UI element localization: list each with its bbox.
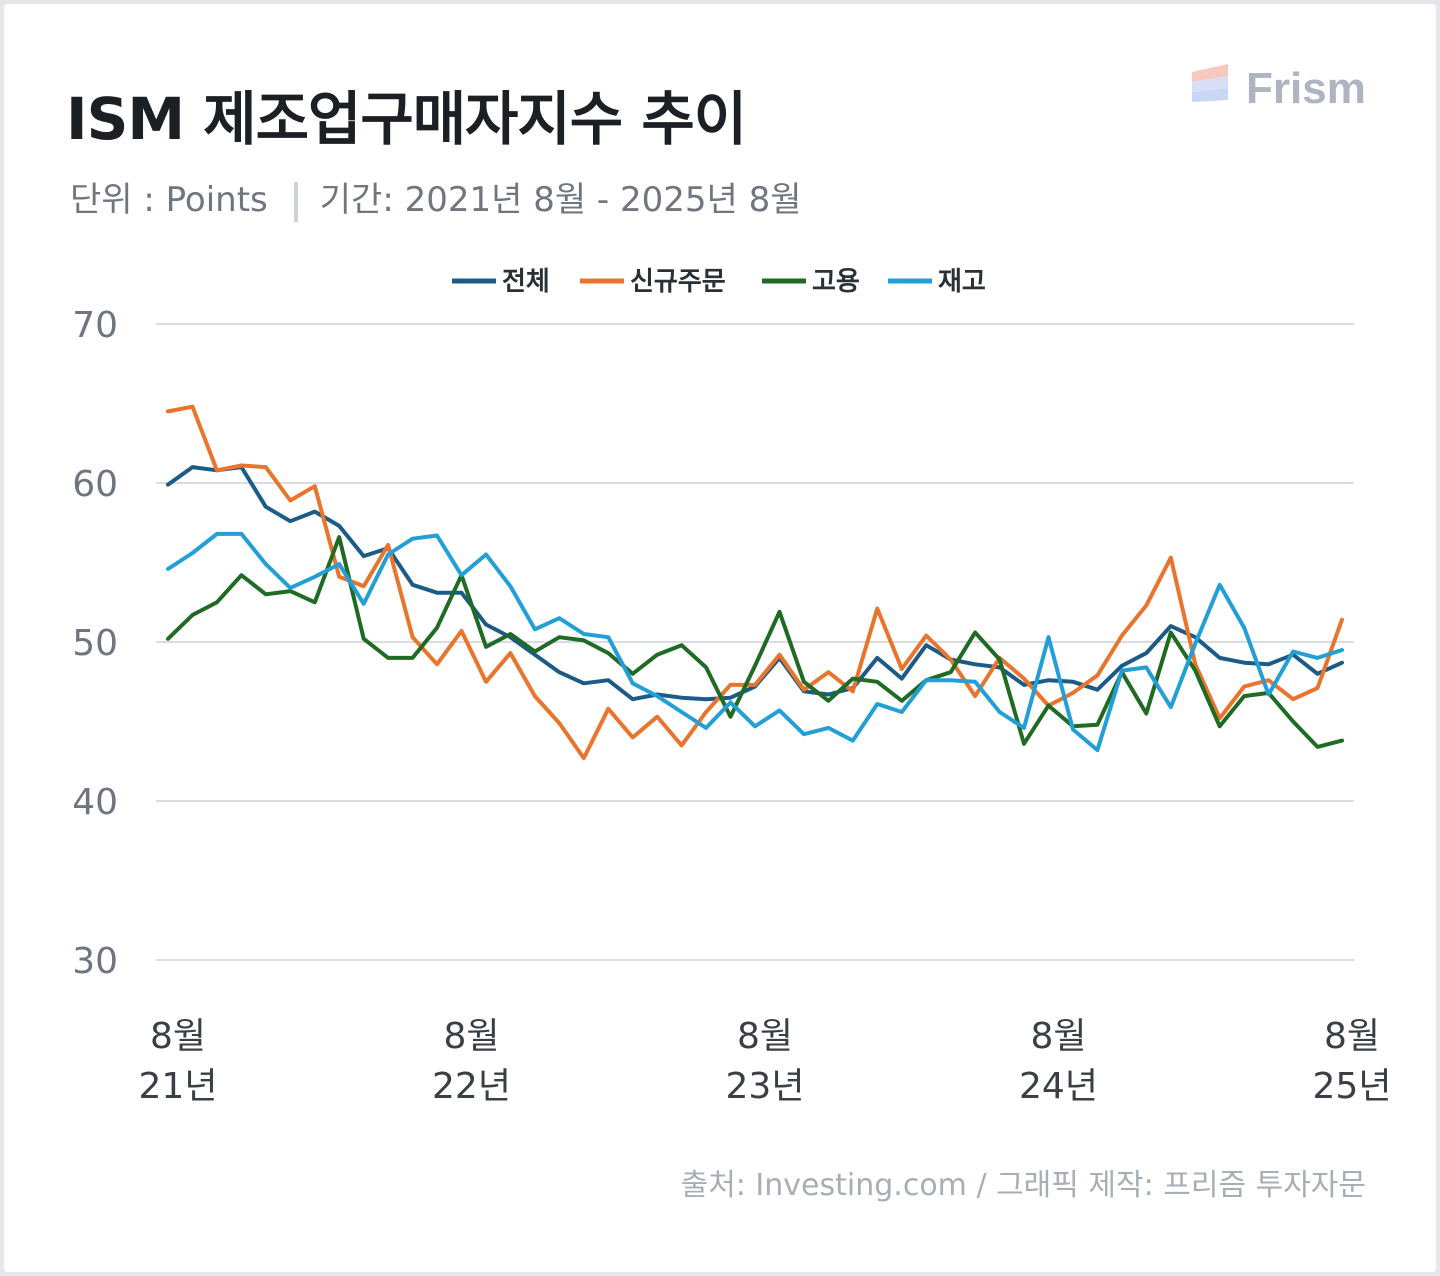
x-tick-month: 8월 [150, 1016, 206, 1057]
y-axis-ticks: 70 60 50 40 30 [72, 305, 118, 982]
series-line-재고 [166, 531, 1344, 753]
series-line-신규주문 [166, 404, 1344, 761]
x-tick-month: 8월 [737, 1016, 793, 1057]
series-line-고용 [166, 535, 1344, 749]
period-label: 기간: 2021년 8월 - 2025년 8월 [319, 180, 802, 220]
x-axis-ticks: 8월 21년 8월 22년 8월 23년 8월 24년 8월 25년 [139, 1016, 1392, 1107]
series-lines [166, 404, 1344, 761]
source-footer: 출처: Investing.com / 그래픽 제작: 프리즘 투자자문 [680, 1168, 1366, 1203]
x-tick-year: 23년 [726, 1066, 805, 1107]
legend-label: 재고 [938, 267, 986, 297]
legend: 전체 신규주문 고용 재고 [452, 267, 986, 297]
y-tick-label: 50 [72, 623, 118, 664]
brand-name: Frism [1246, 64, 1366, 113]
y-tick-label: 70 [72, 305, 118, 346]
y-tick-label: 40 [72, 782, 118, 823]
unit-label: 단위 : Points [70, 180, 268, 220]
x-tick-month: 8월 [1030, 1016, 1086, 1057]
x-tick-month: 8월 [1324, 1016, 1380, 1057]
chart-title: ISM 제조업구매자지수 추이 [66, 85, 747, 153]
y-tick-label: 30 [72, 941, 118, 982]
chart-subtitle: 단위 : Points 기간: 2021년 8월 - 2025년 8월 [70, 172, 802, 222]
x-tick-year: 21년 [139, 1066, 218, 1107]
legend-label: 신규주문 [630, 267, 726, 297]
y-tick-label: 60 [72, 464, 118, 505]
legend-label: 고용 [812, 267, 860, 297]
frism-logo-icon [1192, 64, 1228, 102]
frism-logo: Frism [1190, 64, 1380, 113]
grid-lines [156, 323, 1354, 961]
legend-label: 전체 [502, 267, 550, 297]
subtitle-divider [293, 181, 298, 222]
x-tick-year: 25년 [1313, 1066, 1392, 1107]
x-tick-month: 8월 [443, 1016, 499, 1057]
x-tick-year: 22년 [432, 1066, 511, 1107]
x-tick-year: 24년 [1019, 1066, 1098, 1107]
